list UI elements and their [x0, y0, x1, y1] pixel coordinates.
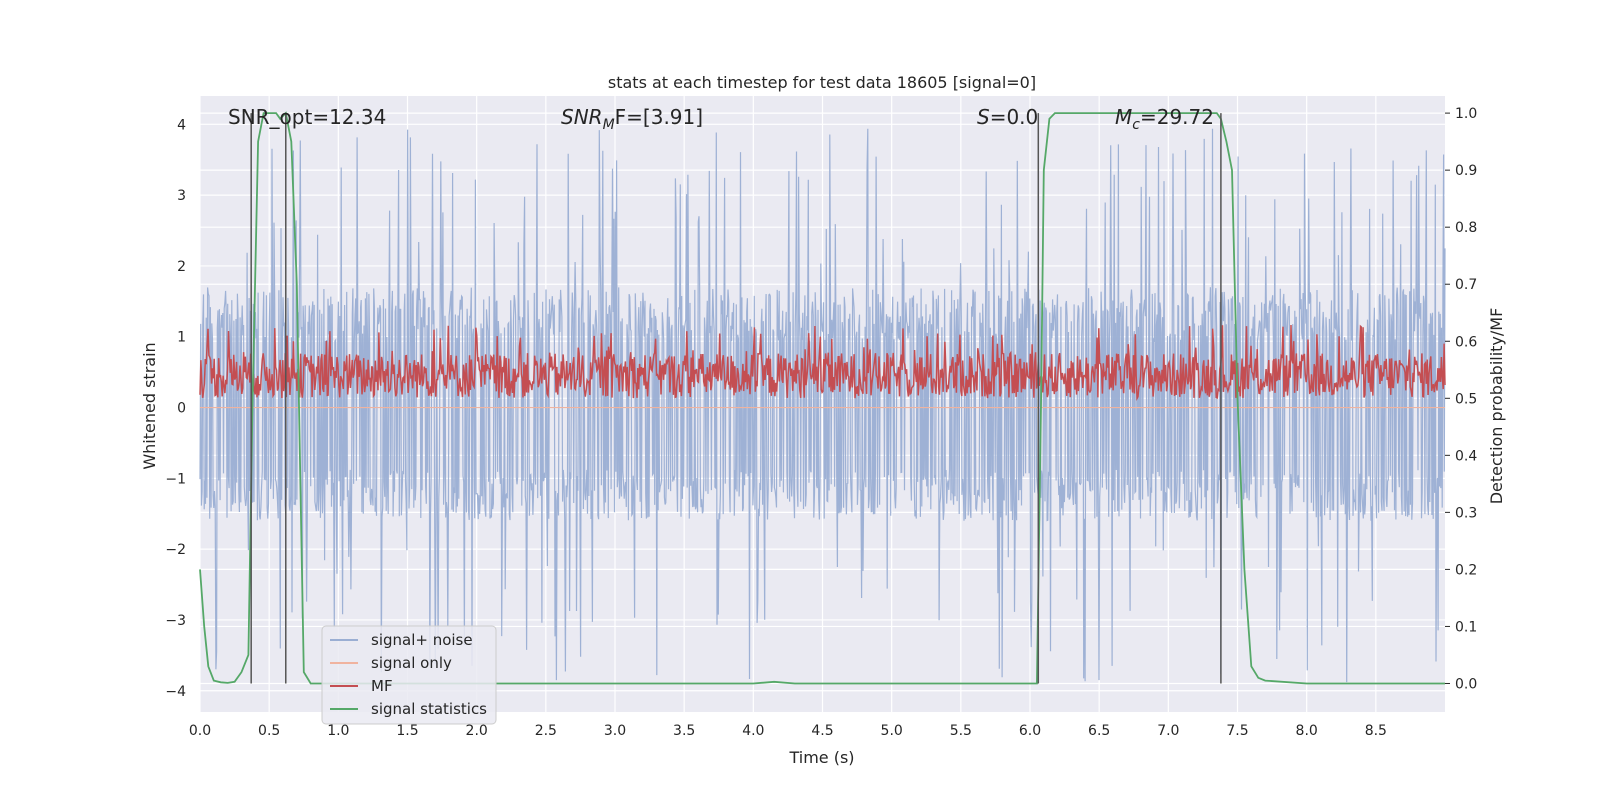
legend-label-signal-noise: signal+ noise [371, 631, 473, 649]
x-tick-label: 0.0 [189, 723, 211, 739]
annotation-snr-mf-sub: M [603, 117, 615, 133]
x-tick-label: 6.0 [1019, 723, 1041, 739]
annotation-mc: Mc=29.72 [1115, 105, 1214, 133]
y-left-tick-label: −4 [165, 684, 186, 700]
vertical-markers [250, 113, 1222, 684]
y-right-tick-label: 0.6 [1455, 334, 1477, 350]
legend-box [321, 625, 497, 725]
series-layer [199, 111, 1446, 685]
x-tick-label: 7.5 [1226, 723, 1248, 739]
x-tick-label: 2.0 [466, 723, 488, 739]
y-right-tick-label: 0.3 [1455, 505, 1477, 521]
x-tick-label: 4.5 [811, 723, 833, 739]
y-right-tick-label: 0.0 [1455, 676, 1477, 692]
y-right-tick-label: 0.1 [1455, 619, 1477, 635]
annotation-snr-mf-rest: F=[3.91] [615, 105, 703, 129]
y-right-tick-label: 0.2 [1455, 562, 1477, 578]
y-right-tick-label: 0.9 [1455, 163, 1477, 179]
legend-label-signal-only: signal only [371, 654, 452, 672]
x-tick-label: 7.0 [1157, 723, 1179, 739]
annotation-mc-sub: c [1132, 117, 1140, 133]
y-left-tick-label: −1 [165, 471, 186, 487]
y-left-axis-label: Whitened strain [140, 342, 159, 469]
y-right-tick-label: 0.8 [1455, 220, 1477, 236]
y-left-tick-label: −3 [165, 613, 186, 629]
x-tick-label: 3.0 [604, 723, 626, 739]
x-tick-label: 1.0 [327, 723, 349, 739]
y-left-tick-label: 1 [177, 330, 186, 346]
y-left-tick-label: 4 [177, 117, 186, 133]
y-left-tick-label: 2 [177, 259, 186, 275]
y-right-tick-label: 0.7 [1455, 277, 1477, 293]
annotation-s: S=0.0 [977, 105, 1038, 129]
x-axis-label: Time (s) [788, 748, 854, 767]
y-right-tick-label: 0.5 [1455, 391, 1477, 407]
annotation-mc-base: M [1115, 105, 1132, 129]
x-tick-label: 1.5 [396, 723, 418, 739]
x-tick-label: 6.5 [1088, 723, 1110, 739]
legend: signal+ noise signal only MF signal stat… [321, 625, 497, 725]
annotation-s-base: S [977, 105, 990, 129]
y-right-axis-label: Detection probability/MF [1487, 308, 1506, 505]
y-right-tick-label: 1.0 [1455, 106, 1477, 122]
x-tick-label: 8.5 [1365, 723, 1387, 739]
y-left-tick-label: 3 [177, 188, 186, 204]
annotation-snr-opt: SNR_opt=12.34 [228, 105, 386, 129]
annotation-snr-mf-base: SNR [561, 105, 603, 129]
x-tick-label: 3.5 [673, 723, 695, 739]
annotation-mc-rest: =29.72 [1140, 105, 1214, 129]
x-tick-label: 5.5 [950, 723, 972, 739]
y-right-tick-label: 0.4 [1455, 448, 1477, 464]
legend-label-mf: MF [371, 677, 393, 695]
plot-title: stats at each timestep for test data 186… [608, 73, 1036, 92]
x-tick-labels: 0.0 0.5 1.0 1.5 2.0 2.5 3.0 3.5 4.0 4.5 5.0 5.5 6.0 6… [189, 723, 1387, 739]
legend-label-signal-statistics: signal statistics [371, 700, 487, 718]
x-tick-label: 2.5 [535, 723, 557, 739]
y-right-tick-labels: 0.0 0.1 0.2 0.3 0.4 0.5 0.6 0.7 0.8 0.9 1.0 [1445, 106, 1477, 692]
y-left-tick-label: 0 [177, 401, 186, 417]
x-tick-label: 4.0 [742, 723, 764, 739]
y-left-tick-label: −2 [165, 542, 186, 558]
x-tick-label: 8.0 [1296, 723, 1318, 739]
x-tick-label: 5.0 [881, 723, 903, 739]
annotation-s-rest: =0.0 [990, 105, 1039, 129]
series-signal-noise [199, 128, 1446, 683]
x-tick-label: 0.5 [258, 723, 280, 739]
annotation-snr-mf: SNRMF=[3.91] [561, 105, 703, 133]
y-left-tick-labels: −4 −3 −2 −1 0 1 2 3 4 [165, 117, 186, 699]
series-signal-statistics [199, 111, 1445, 685]
